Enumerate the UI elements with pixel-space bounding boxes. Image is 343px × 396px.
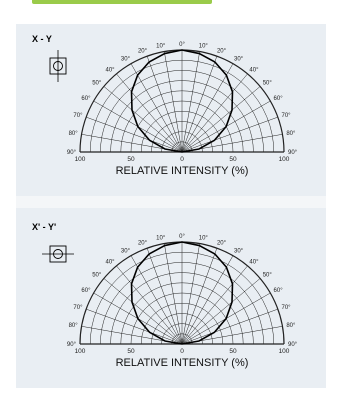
angle-label: 70°: [281, 305, 291, 311]
radial-gridline: [130, 255, 183, 345]
intensity-tick-label: 100: [75, 156, 86, 163]
radial-gridline: [181, 308, 278, 345]
polar-chart-xy: X - Y 0° 10° 10° 20° 20° 30° 30° 40° 40° 50° 50° 60°…: [32, 34, 298, 177]
top-accent-bar: [0, 0, 343, 6]
angle-label: 70°: [73, 113, 83, 119]
radial-gridline: [181, 63, 234, 153]
radial-gridline: [181, 56, 218, 153]
radial-gridline: [146, 56, 183, 153]
radial-gridline: [181, 248, 218, 345]
view-orientation-icon: [42, 245, 74, 263]
angle-label: 0°: [179, 234, 185, 240]
angle-label: 40°: [249, 259, 259, 265]
angle-label: 70°: [73, 305, 83, 311]
radial-gridline: [116, 73, 183, 153]
x-axis-title: RELATIVE INTENSITY (%): [116, 357, 249, 369]
angle-label: 60°: [81, 288, 91, 294]
polar-chart-panel-x-prime-y-prime: X' - Y' 0° 10° 10° 20° 20° 30° 30° 40° 40° 50° 50° 6…: [16, 208, 326, 388]
angle-label: 20°: [217, 241, 227, 247]
angle-label: 90°: [67, 150, 77, 156]
angle-label: 90°: [288, 150, 298, 156]
radial-gridline: [116, 265, 183, 345]
radial-gridline: [181, 278, 261, 345]
panel-divider: [16, 196, 326, 208]
angle-label: 30°: [121, 248, 131, 254]
angle-label: 90°: [67, 342, 77, 348]
radial-gridline: [130, 63, 183, 153]
radial-gridline: [164, 51, 183, 153]
view-label: X' - Y': [32, 222, 56, 232]
intensity-tick-label: 100: [279, 348, 290, 355]
polar-grid: [79, 241, 285, 345]
radial-gridline: [103, 86, 183, 153]
radial-gridline: [181, 51, 200, 153]
angle-label: 50°: [92, 273, 102, 279]
angle-label: 0°: [179, 42, 185, 48]
angle-label: 10°: [199, 236, 209, 242]
radial-gridline: [181, 116, 278, 153]
angle-label: 40°: [106, 67, 116, 73]
radial-gridline: [181, 86, 261, 153]
angle-label: 40°: [249, 67, 259, 73]
accent-underline: [32, 0, 212, 4]
radial-gridline: [146, 248, 183, 345]
angle-label: 20°: [138, 49, 148, 55]
intensity-tick-label: 100: [279, 156, 290, 163]
intensity-tick-label: 50: [127, 348, 135, 355]
angle-label: 60°: [274, 288, 284, 294]
angle-label: 80°: [286, 323, 296, 329]
intensity-tick-label: 50: [127, 156, 135, 163]
radiation-pattern-curve: [130, 49, 234, 153]
angle-label: 90°: [288, 342, 298, 348]
angle-label: 80°: [69, 131, 79, 137]
radial-gridline: [181, 73, 248, 153]
radial-gridline: [86, 308, 183, 345]
angle-label: 50°: [263, 81, 273, 87]
angle-label: 20°: [217, 49, 227, 55]
intensity-tick-label: 100: [75, 348, 86, 355]
radiation-pattern-curve: [130, 241, 234, 345]
radial-gridline: [164, 243, 183, 345]
intensity-tick-label: 0: [180, 348, 184, 355]
angle-label: 50°: [263, 273, 273, 279]
polar-chart-panel-xy: X - Y 0° 10° 10° 20° 20° 30° 30° 40° 40° 50° 50° 60°…: [16, 24, 326, 196]
polar-chart-x-prime-y-prime: X' - Y' 0° 10° 10° 20° 20° 30° 30° 40° 40° 50° 50° 6…: [32, 222, 298, 369]
radial-gridline: [103, 278, 183, 345]
view-label: X - Y: [32, 34, 52, 44]
angle-label: 60°: [274, 96, 284, 102]
view-orientation-icon: [49, 50, 67, 82]
angle-label: 30°: [234, 56, 244, 62]
angle-label: 20°: [138, 241, 148, 247]
angle-label: 30°: [234, 248, 244, 254]
radial-gridline: [181, 255, 234, 345]
angle-label: 40°: [106, 259, 116, 265]
radial-gridline: [86, 116, 183, 153]
polar-grid: [79, 49, 285, 153]
angle-label: 10°: [156, 44, 166, 50]
angle-label: 50°: [92, 81, 102, 87]
radial-gridline: [181, 265, 248, 345]
angle-label: 30°: [121, 56, 131, 62]
angle-label: 10°: [199, 44, 209, 50]
angle-label: 60°: [81, 96, 91, 102]
intensity-tick-label: 0: [180, 156, 184, 163]
radial-gridline: [181, 243, 200, 345]
angle-label: 10°: [156, 236, 166, 242]
intensity-tick-label: 50: [229, 156, 237, 163]
angle-label: 80°: [69, 323, 79, 329]
angle-label: 80°: [286, 131, 296, 137]
intensity-tick-label: 50: [229, 348, 237, 355]
x-axis-title: RELATIVE INTENSITY (%): [116, 165, 249, 177]
angle-label: 70°: [281, 113, 291, 119]
